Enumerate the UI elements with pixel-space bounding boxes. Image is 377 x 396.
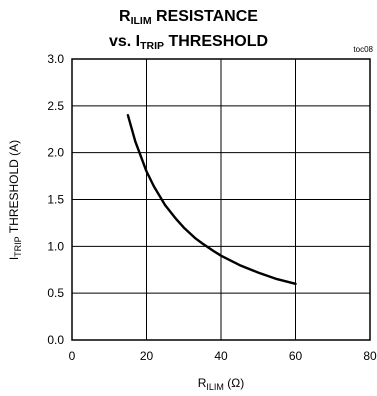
chart-title-line2: vs. ITRIP THRESHOLD — [108, 33, 269, 52]
series-line — [126, 114, 297, 285]
y-axis-label: ITRIP THRESHOLD (A) — [7, 140, 23, 260]
x-tick-label: 40 — [214, 349, 228, 363]
figure-code: toc08 — [353, 45, 373, 54]
x-tick-label: 20 — [140, 349, 154, 363]
x-tick-label: 60 — [289, 349, 303, 363]
chart-title-line1: RILIM RESISTANCE — [119, 8, 258, 27]
x-axis-label: RILIM (Ω) — [198, 376, 244, 392]
y-tick-label: 3.0 — [47, 52, 64, 66]
y-tick-label: 1.5 — [47, 193, 64, 207]
y-tick-label: 0.5 — [47, 286, 64, 300]
grid-lines — [72, 59, 370, 340]
x-tick-label: 0 — [69, 349, 76, 363]
tick-labels: 0 20 40 60 80 0.0 0.5 1.0 1.5 2.0 2.5 3.0 — [47, 52, 377, 363]
y-tick-label: 0.0 — [47, 333, 64, 347]
y-tick-label: 1.0 — [47, 239, 64, 253]
y-tick-label: 2.0 — [47, 146, 64, 160]
plot-frame — [71, 58, 371, 341]
x-tick-label: 80 — [363, 349, 377, 363]
y-tick-label: 2.5 — [47, 99, 64, 113]
